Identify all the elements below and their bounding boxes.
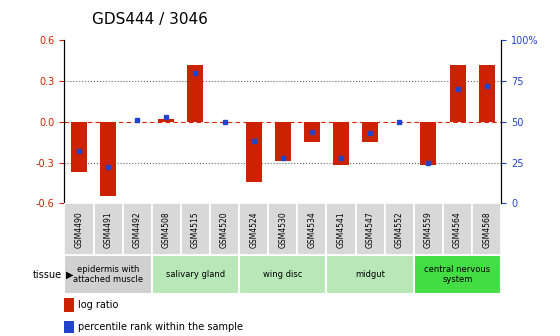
Bar: [123, 203, 152, 255]
Bar: [239, 255, 326, 294]
Bar: [152, 203, 181, 255]
Bar: [64, 321, 74, 333]
Text: wing disc: wing disc: [263, 270, 302, 279]
Text: GSM4559: GSM4559: [424, 211, 433, 248]
Bar: [64, 298, 74, 312]
Bar: [450, 65, 465, 122]
Text: central nervous
system: central nervous system: [424, 265, 491, 284]
Text: GSM4541: GSM4541: [337, 211, 346, 248]
Bar: [443, 203, 472, 255]
Text: GSM4524: GSM4524: [249, 211, 258, 248]
Bar: [71, 122, 87, 172]
Text: GSM4490: GSM4490: [74, 211, 83, 248]
Bar: [414, 255, 501, 294]
Text: GDS444 / 3046: GDS444 / 3046: [92, 12, 208, 27]
Text: tissue: tissue: [32, 270, 62, 280]
Text: GSM4564: GSM4564: [453, 211, 462, 248]
Bar: [326, 203, 356, 255]
Bar: [94, 203, 123, 255]
Text: midgut: midgut: [355, 270, 385, 279]
Text: GSM4520: GSM4520: [220, 211, 229, 248]
Text: log ratio: log ratio: [78, 300, 119, 310]
Text: GSM4547: GSM4547: [366, 211, 375, 248]
Text: GSM4530: GSM4530: [278, 211, 287, 248]
Text: GSM4491: GSM4491: [104, 211, 113, 248]
Text: GSM4568: GSM4568: [482, 211, 491, 248]
Bar: [239, 203, 268, 255]
Bar: [188, 65, 203, 122]
Bar: [414, 203, 443, 255]
Bar: [333, 122, 349, 165]
Bar: [275, 122, 291, 161]
Bar: [268, 203, 297, 255]
Text: GSM4552: GSM4552: [395, 211, 404, 248]
Bar: [152, 255, 239, 294]
Text: GSM4515: GSM4515: [191, 211, 200, 248]
Bar: [479, 65, 494, 122]
Text: salivary gland: salivary gland: [166, 270, 225, 279]
Text: GSM4534: GSM4534: [307, 211, 316, 248]
Text: GSM4508: GSM4508: [162, 211, 171, 248]
Bar: [64, 203, 94, 255]
Bar: [304, 122, 320, 142]
Bar: [356, 203, 385, 255]
Text: GSM4492: GSM4492: [133, 211, 142, 248]
Bar: [297, 203, 326, 255]
Bar: [181, 203, 210, 255]
Bar: [246, 122, 262, 181]
Bar: [158, 119, 174, 122]
Bar: [385, 203, 414, 255]
Bar: [100, 122, 116, 197]
Text: percentile rank within the sample: percentile rank within the sample: [78, 322, 244, 332]
Bar: [362, 122, 378, 142]
Text: ▶: ▶: [66, 270, 73, 280]
Bar: [64, 255, 152, 294]
Bar: [326, 255, 414, 294]
Bar: [472, 203, 501, 255]
Bar: [421, 122, 436, 165]
Bar: [210, 203, 239, 255]
Text: epidermis with
attached muscle: epidermis with attached muscle: [73, 265, 143, 284]
